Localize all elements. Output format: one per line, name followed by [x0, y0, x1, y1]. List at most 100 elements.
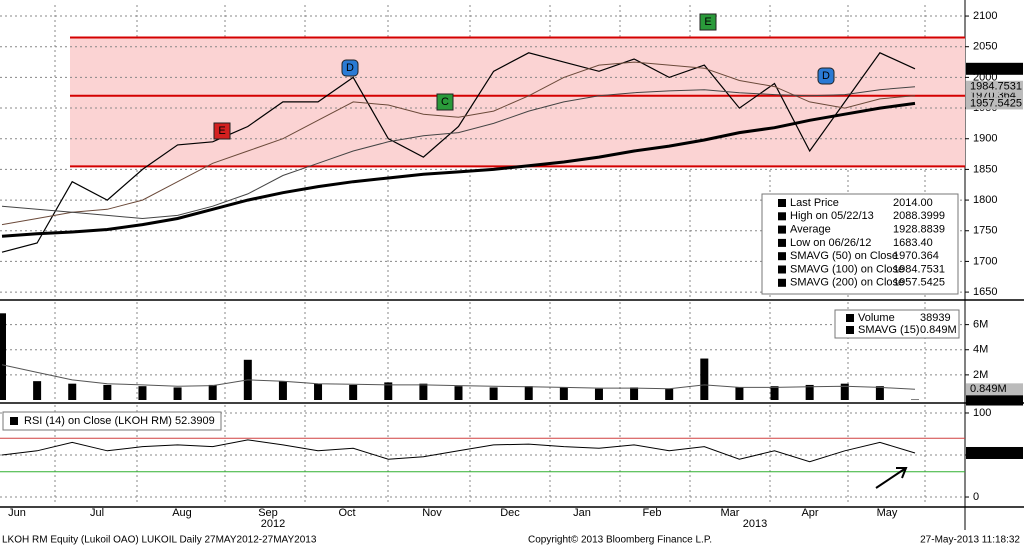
series-line	[1, 61, 916, 226]
footer-center: Copyright© 2013 Bloomberg Finance L.P.	[528, 535, 712, 546]
event-label: D	[822, 70, 830, 82]
volume-bar	[840, 383, 849, 400]
legend-swatch	[846, 326, 854, 334]
volume-bar	[349, 384, 358, 400]
volume-bar	[419, 383, 428, 400]
volume-bar	[103, 384, 112, 400]
volume-bar	[559, 387, 568, 400]
arrow	[875, 467, 908, 489]
y-tick-label: 2M	[973, 369, 988, 381]
event-label: E	[704, 16, 711, 28]
volume-bar	[875, 386, 884, 400]
value-tag-label: 0.849M	[970, 383, 1007, 395]
event-label: D	[346, 62, 354, 74]
legend-value: 2088.3999	[893, 210, 945, 222]
x-tick-label: Mar	[721, 507, 740, 519]
volume-bar	[805, 384, 814, 400]
x-tick-label: Aug	[172, 507, 192, 519]
x-tick-label: Jun	[8, 507, 26, 519]
volume-bar	[33, 381, 42, 400]
value-tag-label: 1957.5425	[970, 97, 1022, 109]
legend-value: 1957.5425	[893, 277, 945, 289]
legend-name: High on 05/22/13	[790, 210, 874, 222]
value-tag	[966, 62, 1023, 75]
y-tick-label: 1650	[973, 286, 997, 298]
volume-bar	[278, 381, 287, 400]
series-line	[1, 86, 916, 220]
legend-value: 0.849M	[920, 324, 957, 336]
series-line	[1, 439, 916, 463]
volume-bar	[173, 387, 182, 400]
value-tag	[966, 383, 1023, 396]
series-line	[1, 101, 916, 238]
value-tag	[966, 97, 1023, 110]
legend-swatch	[778, 225, 786, 234]
x-tick-label: Feb	[643, 507, 662, 519]
value-tag-label: 52.3909	[970, 447, 1010, 459]
legend-name: Last Price	[790, 197, 839, 209]
volume-bar	[524, 386, 533, 400]
legend-box	[834, 309, 960, 339]
event-marker	[213, 122, 231, 140]
y-tick-label: 2100	[973, 10, 997, 22]
x-tick-label: Oct	[338, 507, 355, 519]
range-band	[70, 37, 965, 167]
volume-bar	[384, 382, 393, 400]
legend-swatch	[846, 314, 854, 322]
volume-bar	[454, 386, 463, 400]
legend-box	[761, 193, 959, 295]
y-tick-label: 1850	[973, 163, 997, 175]
event-label: C	[441, 96, 449, 108]
legend-entry: RSI (14) on Close (LKOH RM) 52.3909	[24, 415, 215, 427]
y-tick-label: 1800	[973, 194, 997, 206]
x-tick-label: Apr	[801, 507, 818, 519]
event-marker	[817, 67, 835, 85]
volume-bar	[700, 358, 709, 400]
legend-swatch	[778, 265, 786, 274]
x-tick-label: May	[877, 507, 898, 519]
value-tag	[966, 80, 1023, 93]
legend-name: SMAVG (200) on Close	[790, 277, 904, 289]
x-tick-label: Jan	[573, 507, 591, 519]
legend-value: 2014.00	[893, 197, 933, 209]
value-tag	[966, 446, 1023, 459]
legend-value: 1928.8839	[893, 224, 945, 236]
volume-bar	[630, 387, 639, 400]
volume-bar	[489, 387, 498, 400]
series-line	[1, 52, 916, 253]
legend-swatch	[778, 212, 786, 221]
volume-bar	[208, 384, 217, 400]
x-tick-label: Nov	[422, 507, 442, 519]
legend-name: Low on 06/26/12	[790, 237, 871, 249]
volume-bar	[0, 313, 6, 400]
volume-bar	[735, 387, 744, 400]
legend-name: Average	[790, 224, 831, 236]
value-tag-label: 2014.00	[970, 63, 1010, 75]
legend-name: RSI (14) on Close (LKOH RM)	[24, 415, 172, 427]
x-tick-label: Jul	[90, 507, 104, 519]
x-tick-label: Dec	[500, 507, 520, 519]
y-tick-label: 2050	[973, 41, 997, 53]
footer-right: 27-May-2013 11:18:32	[920, 535, 1020, 546]
y-tick-label: 0	[973, 491, 979, 503]
legend-swatch	[778, 199, 786, 207]
volume-bar	[911, 399, 919, 401]
y-tick-label: 4M	[973, 344, 988, 356]
event-marker	[341, 59, 359, 77]
x-tick-label: Sep	[258, 507, 278, 519]
legend-name: SMAVG (100) on Close	[790, 263, 904, 275]
legend-value: 1683.40	[893, 237, 933, 249]
event-marker	[699, 13, 717, 31]
legend-value: 1984.7531	[893, 263, 945, 275]
volume-bar	[138, 386, 147, 400]
legend-value: 38939	[920, 312, 951, 324]
y-tick-label: 1750	[973, 225, 997, 237]
value-tag-label: 38939	[970, 393, 1001, 405]
volume-bar	[314, 383, 323, 400]
legend-swatch	[778, 252, 786, 261]
legend-swatch	[10, 417, 18, 425]
value-tag	[966, 393, 1023, 406]
x-year-label: 2013	[743, 518, 767, 530]
legend-name: SMAVG (15)	[858, 324, 920, 336]
